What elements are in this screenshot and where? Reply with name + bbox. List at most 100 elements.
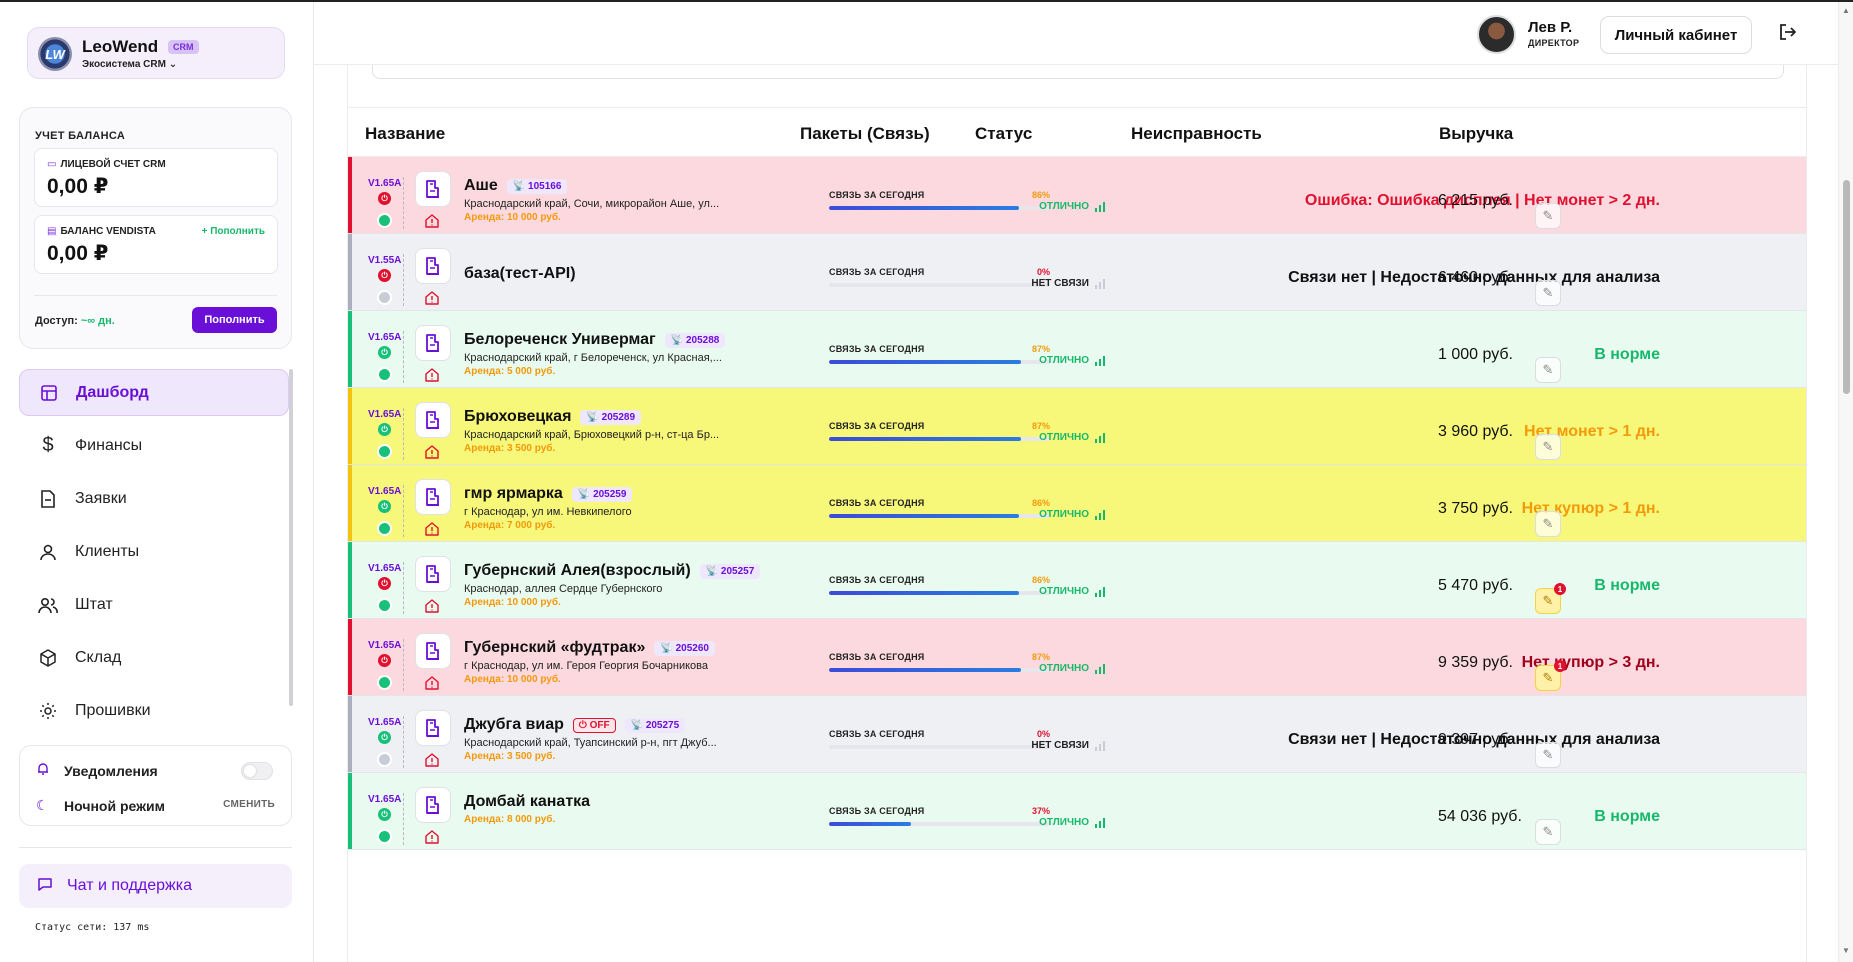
moon-icon: ☾: [36, 797, 49, 813]
chat-support-button[interactable]: Чат и поддержка: [19, 864, 292, 908]
brand-switcher[interactable]: LW LeoWend CRM Экосистема CRM ⌄: [27, 27, 285, 79]
warning-icon[interactable]: [425, 599, 439, 616]
table-row[interactable]: V1.65A ⏻ Аше 📡 105166 Краснодарский край…: [348, 157, 1806, 234]
sidebar-item-5[interactable]: Склад: [19, 634, 289, 681]
col-name[interactable]: Название: [365, 124, 446, 143]
nav-scrollbar[interactable]: [289, 369, 293, 706]
avatar[interactable]: [1477, 15, 1516, 54]
terminal-id: 205288: [685, 334, 720, 346]
sidebar-item-2[interactable]: Заявки: [19, 475, 289, 522]
machine-name[interactable]: гмр ярмарка: [464, 485, 563, 502]
fault-text: В норме: [1594, 808, 1660, 825]
power-icon: ⏻: [378, 577, 391, 590]
warning-icon[interactable]: [425, 214, 439, 231]
firmware-version: V1.65A: [368, 794, 402, 805]
user-name: Лев Р.: [1528, 19, 1573, 36]
machine-name[interactable]: Брюховецкая: [464, 408, 572, 425]
connection-label: СВЯЗЬ ЗА СЕГОДНЯ: [829, 344, 925, 354]
signal-bars-icon: [1095, 587, 1105, 597]
night-mode-change-button[interactable]: СМЕНИТЬ: [223, 799, 275, 810]
sidebar-item-6[interactable]: Прошивки: [19, 687, 289, 734]
filter-bar[interactable]: [372, 65, 1784, 79]
scroll-down-icon[interactable]: ▼: [1842, 946, 1850, 955]
edit-icon: ✎: [1542, 439, 1554, 454]
sidebar-item-4[interactable]: Штат: [19, 581, 289, 628]
scroll-thumb[interactable]: [1843, 180, 1850, 394]
warning-icon[interactable]: [425, 830, 439, 847]
status-indicator: ОТЛИЧНО: [1039, 509, 1105, 520]
table-row[interactable]: V1.65A ⏻ Брюховецкая 📡 205289 Краснодарс…: [348, 388, 1806, 465]
status-text: НЕТ СВЯЗИ: [1031, 740, 1089, 751]
terminal-id-badge: 📡 205275: [624, 717, 686, 733]
edit-button[interactable]: ✎: [1535, 511, 1561, 537]
fault-cell: В норме: [1138, 542, 1660, 618]
personal-cabinet-button[interactable]: Личный кабинет: [1600, 16, 1752, 54]
machine-name-wrap: Джубга виар ⏻ OFF 📡 205275: [464, 716, 686, 734]
connection-progress-fill: [829, 591, 1020, 595]
notifications-toggle[interactable]: [241, 762, 273, 780]
chat-icon: [37, 876, 53, 897]
edit-button[interactable]: ✎ 1: [1535, 583, 1566, 614]
divider: [19, 847, 292, 848]
signal-bars-icon: [1095, 202, 1105, 212]
sidebar-item-1[interactable]: $ Финансы: [19, 422, 289, 469]
revenue-value: 3 750 руб.: [1438, 500, 1513, 517]
table-row[interactable]: V1.65A ⏻ Джубга виар ⏻ OFF 📡 205275 Крас…: [348, 696, 1806, 773]
table-row[interactable]: V1.55A ⏻ база(тест-API) СВЯЗЬ ЗА СЕГОДНЯ…: [348, 234, 1806, 311]
edit-button[interactable]: ✎: [1535, 280, 1561, 306]
warning-icon[interactable]: [425, 291, 439, 308]
firmware-version: V1.65A: [368, 640, 402, 651]
table-row[interactable]: V1.65A ⏻ Домбай канатка Аренда: 8 000 ру…: [348, 773, 1806, 850]
topup-button[interactable]: Пополнить: [192, 307, 277, 333]
edit-button[interactable]: ✎: [1535, 742, 1561, 768]
machine-name[interactable]: Губернский «фудтрак»: [464, 639, 646, 656]
machine-icon: [415, 248, 451, 284]
sidebar-item-0[interactable]: Дашборд: [19, 369, 289, 416]
online-dot: [377, 521, 392, 536]
col-packets[interactable]: Пакеты (Связь): [800, 124, 930, 143]
signal-icon: 📡: [512, 180, 526, 192]
sidebar-item-3[interactable]: Клиенты: [19, 528, 289, 575]
connection-progress: [829, 591, 1050, 595]
col-status[interactable]: Статус: [975, 124, 1033, 143]
table-row[interactable]: V1.65A ⏻ Белореченск Универмаг 📡 205288 …: [348, 311, 1806, 388]
edit-button[interactable]: ✎: [1535, 819, 1561, 845]
machine-address: Краснодарский край, г Белореченск, ул Кр…: [464, 352, 722, 364]
warning-icon[interactable]: [425, 753, 439, 770]
table-row[interactable]: V1.65A ⏻ Губернский «фудтрак» 📡 205260 г…: [348, 619, 1806, 696]
edit-button[interactable]: ✎: [1535, 357, 1561, 383]
firmware-version: V1.65A: [368, 486, 402, 497]
machine-name[interactable]: Джубга виар: [464, 716, 564, 733]
connection-progress: [829, 822, 1050, 826]
divider: [403, 254, 404, 306]
table-row[interactable]: V1.65A ⏻ гмр ярмарка 📡 205259 г Краснода…: [348, 465, 1806, 542]
table-row[interactable]: V1.65A ⏻ Губернский Алея(взрослый) 📡 205…: [348, 542, 1806, 619]
user-icon: [37, 541, 59, 563]
logout-icon[interactable]: [1778, 22, 1798, 48]
vendista-topup-link[interactable]: + Пополнить: [201, 226, 265, 237]
status-indicator: ОТЛИЧНО: [1039, 355, 1105, 366]
edit-button[interactable]: ✎ 1: [1535, 660, 1566, 691]
fault-cell: Связи нет | Недостаточно данных для анал…: [1138, 234, 1660, 310]
col-fault[interactable]: Неисправность: [1131, 124, 1262, 143]
machine-name-wrap: Аше 📡 105166: [464, 177, 568, 195]
warning-icon[interactable]: [425, 368, 439, 385]
terminal-id: 205275: [645, 719, 680, 731]
machine-name[interactable]: Аше: [464, 177, 498, 194]
col-revenue[interactable]: Выручка: [1439, 124, 1514, 143]
warning-icon[interactable]: [425, 445, 439, 462]
fault-text: Связи нет | Недостаточно данных для анал…: [1288, 269, 1660, 286]
machine-name[interactable]: Домбай канатка: [464, 793, 591, 810]
warning-icon[interactable]: [425, 676, 439, 693]
machine-icon: [415, 633, 451, 669]
edit-button[interactable]: ✎: [1535, 434, 1561, 460]
machine-name[interactable]: база(тест-API): [464, 265, 576, 282]
page-scrollbar[interactable]: ▲ ▼: [1838, 2, 1853, 962]
machine-name[interactable]: Белореченск Универмаг: [464, 331, 656, 348]
warning-icon[interactable]: [425, 522, 439, 539]
machine-name[interactable]: Губернский Алея(взрослый): [464, 562, 691, 579]
row-status-bar: [348, 542, 352, 618]
edit-button[interactable]: ✎: [1535, 203, 1561, 229]
scroll-up-icon[interactable]: ▲: [1842, 6, 1850, 15]
connection-label: СВЯЗЬ ЗА СЕГОДНЯ: [829, 267, 925, 277]
